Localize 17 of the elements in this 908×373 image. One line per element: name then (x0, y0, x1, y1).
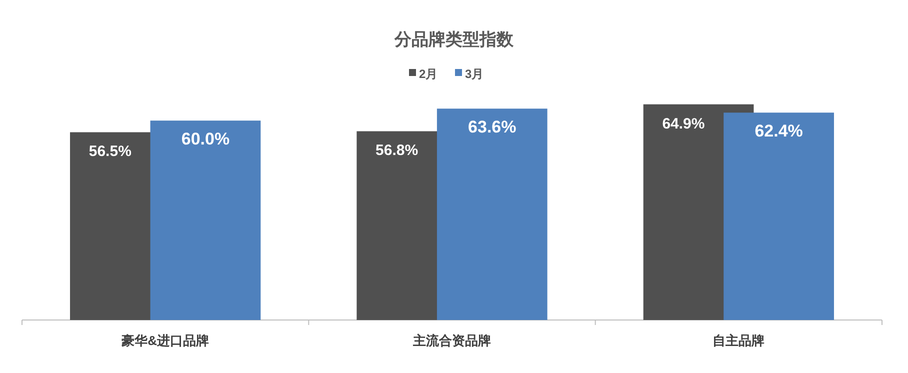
legend-label: 2月 (419, 67, 438, 81)
bar (436, 108, 548, 320)
bar (150, 120, 261, 320)
chart-title: 分品牌类型指数 (394, 30, 514, 49)
data-label: 56.5% (88, 143, 132, 160)
bar (724, 112, 834, 320)
data-label: 62.4% (754, 122, 803, 141)
x-tick-label: 自主品牌 (712, 333, 765, 348)
x-tick-label: 豪华&进口品牌 (120, 333, 210, 348)
data-label: 64.9% (662, 115, 705, 132)
legend-item: 2月 (409, 67, 438, 81)
data-label: 56.8% (376, 142, 418, 160)
legend-item: 3月 (455, 67, 484, 81)
data-label: 63.6% (468, 118, 516, 137)
legend-label: 3月 (465, 67, 484, 81)
data-label: 60.0% (181, 130, 230, 149)
x-tick-label: 主流合资品牌 (412, 333, 491, 348)
